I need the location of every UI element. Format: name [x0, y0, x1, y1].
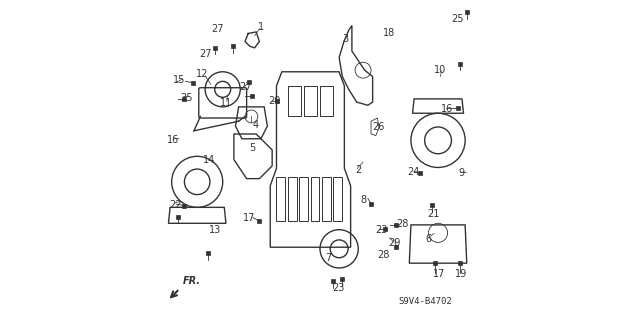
- Text: 20: 20: [269, 96, 281, 107]
- Text: FR.: FR.: [183, 276, 201, 286]
- Bar: [320, 86, 333, 116]
- Text: 2: 2: [355, 165, 362, 175]
- Text: 17: 17: [243, 212, 255, 223]
- Bar: [288, 177, 297, 221]
- Text: 14: 14: [203, 155, 216, 166]
- Text: 23: 23: [375, 225, 387, 235]
- Text: 29: 29: [388, 238, 400, 248]
- Text: 16: 16: [440, 104, 452, 114]
- Text: 10: 10: [434, 64, 446, 75]
- Text: 15: 15: [173, 75, 185, 85]
- Text: 7: 7: [325, 253, 331, 263]
- Text: 27: 27: [199, 48, 211, 59]
- Text: 24: 24: [407, 167, 420, 177]
- Text: 3: 3: [342, 34, 348, 44]
- Text: 18: 18: [383, 28, 396, 39]
- Text: 6: 6: [426, 234, 431, 244]
- Text: S9V4-B4702: S9V4-B4702: [398, 297, 452, 306]
- Text: 21: 21: [428, 209, 440, 219]
- Bar: [288, 86, 301, 116]
- Text: 22: 22: [170, 200, 182, 210]
- Text: 25: 25: [180, 93, 193, 103]
- Bar: [310, 177, 319, 221]
- Text: 16: 16: [166, 135, 179, 145]
- Text: 9: 9: [458, 168, 465, 178]
- Text: 27: 27: [239, 82, 252, 92]
- Text: 1: 1: [258, 22, 264, 32]
- Text: 25: 25: [452, 13, 464, 24]
- Text: 8: 8: [361, 195, 367, 205]
- Bar: [276, 177, 285, 221]
- Text: 5: 5: [249, 143, 255, 153]
- Text: 27: 27: [211, 24, 223, 34]
- Text: 28: 28: [377, 249, 389, 260]
- Text: 28: 28: [396, 219, 408, 229]
- Text: 13: 13: [209, 225, 221, 235]
- Text: 26: 26: [372, 122, 384, 132]
- Text: 23: 23: [332, 283, 345, 293]
- Text: 12: 12: [196, 69, 208, 79]
- Text: 17: 17: [433, 269, 445, 279]
- Bar: [333, 177, 342, 221]
- Text: 4: 4: [253, 120, 259, 130]
- Text: 19: 19: [455, 269, 467, 279]
- Bar: [299, 177, 308, 221]
- Text: 11: 11: [220, 98, 232, 108]
- Bar: [322, 177, 331, 221]
- Bar: [304, 86, 317, 116]
